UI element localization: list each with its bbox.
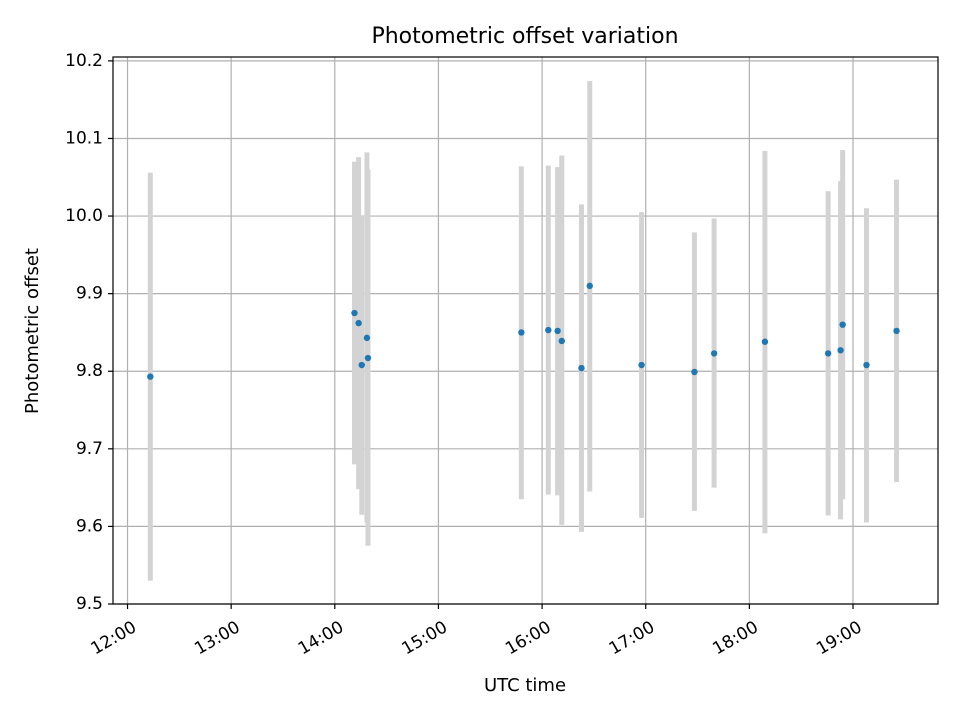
data-point bbox=[710, 350, 718, 357]
data-point bbox=[558, 337, 565, 345]
data-point bbox=[364, 354, 372, 362]
data-point bbox=[147, 373, 154, 380]
y-tick-label: 9.8 bbox=[76, 361, 103, 381]
data-point bbox=[638, 361, 645, 369]
y-axis-ticks: 9.5 9.6 9.7 9.8 9.9 10.0 10.1 10.2 bbox=[65, 51, 113, 614]
data-point bbox=[863, 361, 870, 369]
data-point bbox=[518, 329, 525, 336]
y-tick-label: 9.5 bbox=[76, 594, 103, 614]
grid bbox=[113, 57, 938, 605]
data-point bbox=[586, 282, 593, 290]
data-point bbox=[363, 334, 371, 342]
data-point bbox=[839, 321, 846, 328]
data-point bbox=[837, 347, 844, 354]
y-tick-label: 10.1 bbox=[65, 128, 103, 148]
y-tick-label: 9.7 bbox=[76, 439, 103, 459]
x-axis-label: UTC time bbox=[484, 675, 566, 696]
data-point bbox=[351, 309, 358, 317]
data-points bbox=[147, 282, 900, 380]
data-point bbox=[761, 338, 769, 345]
y-tick-label: 10.2 bbox=[65, 51, 103, 71]
data-point bbox=[893, 327, 900, 335]
y-tick-label: 9.9 bbox=[76, 284, 103, 304]
data-point bbox=[691, 368, 698, 376]
y-tick-label: 10.0 bbox=[65, 206, 103, 226]
data-point bbox=[554, 327, 561, 335]
y-axis-label: Photometric offset bbox=[22, 248, 43, 414]
chart-title: Photometric offset variation bbox=[371, 24, 678, 49]
y-tick-label: 9.6 bbox=[76, 516, 103, 536]
plot-frame bbox=[112, 56, 939, 605]
plot-area bbox=[113, 57, 938, 604]
data-point bbox=[355, 319, 362, 327]
data-point bbox=[824, 350, 832, 357]
data-point bbox=[578, 364, 585, 372]
data-point bbox=[545, 326, 552, 334]
data-point bbox=[358, 361, 365, 369]
